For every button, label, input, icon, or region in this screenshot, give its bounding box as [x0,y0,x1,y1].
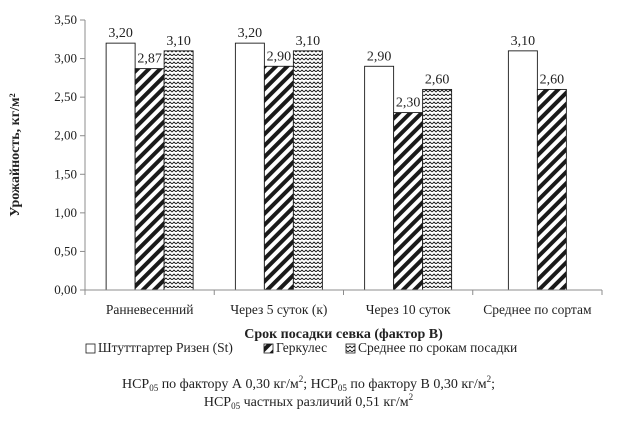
data-label: 2,90 [367,49,392,64]
bar [507,50,538,291]
data-label: 3,10 [296,34,321,49]
data-label: 3,20 [238,26,263,41]
legend: Штуттгартер Ризен (St) Геркулес Среднее по… [85,340,517,355]
y-tick-label: 2,00 [54,128,77,143]
lsd-note: НСР05 по фактору А 0,30 кг/м2; НСР05 по … [0,374,617,412]
y-tick-label: 2,50 [54,89,77,104]
legend-label: Геркулес [276,340,327,355]
legend-label: Среднее по срокам посадки [358,340,517,355]
data-label: 2,60 [425,72,450,87]
data-label: 2,30 [396,96,421,111]
bar-chart: Урожайность, кг/м² 0,00 0,50 1,00 1,50 2,00 2… [8,12,603,355]
category-label: Среднее по сортам [483,302,592,317]
bar [422,88,453,291]
data-label: 3,10 [511,34,536,49]
y-tick-label: 0,00 [54,282,77,297]
legend-swatch [263,343,274,354]
legend-item: Среднее по срокам посадки [345,340,517,355]
bar [134,68,165,291]
lsd-note-line-1: НСР05 по фактору А 0,30 кг/м2; НСР05 по … [121,374,496,393]
legend-swatch [85,343,96,354]
data-label: 3,10 [166,34,191,49]
legend-label: Штуттгартер Ризен (St) [98,340,233,355]
legend-item: Штуттгартер Ризен (St) [85,340,233,355]
bar [234,42,265,291]
bar [263,65,294,291]
bar [393,112,424,291]
lsd-note-line-2: НСР05 частных различий 0,51 кг/м2 [203,392,414,411]
y-tick-label: 0,50 [54,243,77,258]
y-tick-label: 3,00 [54,51,77,66]
category-label: Ранневесенний [106,302,194,317]
y-tick-label: 1,50 [54,166,77,181]
x-axis-label: Срок посадки севка (фактор В) [244,327,443,342]
y-axis-label: Урожайность, кг/м² [8,93,23,216]
legend-swatch [345,343,356,354]
bar [105,42,136,291]
bars [105,42,567,291]
data-label: 2,90 [267,49,292,64]
bar [536,88,567,291]
bar [364,65,395,291]
y-axis-title: Урожайность, кг/м² [8,93,23,216]
category-label: Через 10 суток [366,302,451,317]
axes [84,20,603,295]
bar [292,50,323,291]
data-label: 2,87 [137,52,162,67]
data-label: 2,60 [540,72,565,87]
legend-item: Геркулес [263,340,327,355]
category-label: Через 5 суток (к) [230,302,327,317]
x-axis-categories: Ранневесенний Через 5 суток (к) Через 10 с… [106,302,592,317]
y-axis-ticks: 0,00 0,50 1,00 1,50 2,00 2,50 3,00 3,50 [54,12,85,297]
bar [163,50,194,291]
data-labels: 3,20 2,87 3,10 3,20 2,90 3,10 2,90 2,30 2,60 3,10… [108,26,564,110]
y-tick-label: 1,00 [54,205,77,220]
x-axis-title: Срок посадки севка (фактор В) [244,327,443,342]
y-tick-label: 3,50 [54,12,77,27]
data-label: 3,20 [108,26,133,41]
